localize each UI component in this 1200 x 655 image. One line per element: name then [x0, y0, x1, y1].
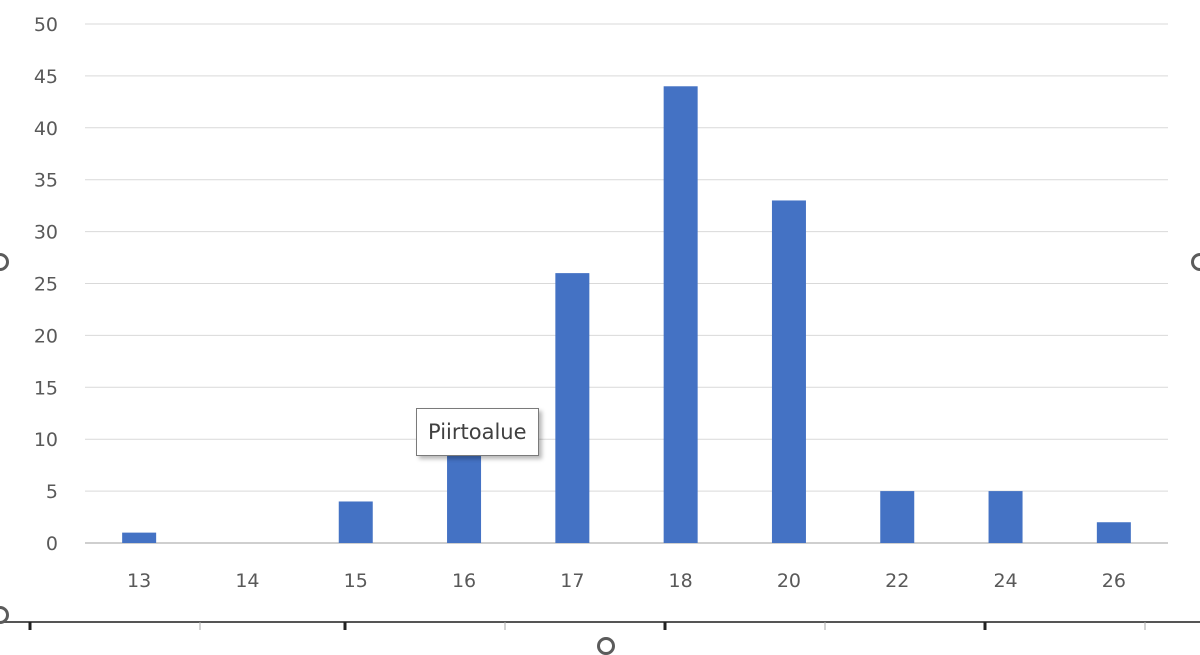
y-tick-label: 40	[34, 118, 58, 140]
x-tick-label: 18	[669, 570, 693, 592]
bar	[880, 491, 915, 543]
x-tick-label: 13	[127, 570, 151, 592]
resize-handle-right[interactable]	[1191, 253, 1200, 271]
bar	[122, 532, 157, 543]
x-tick-label: 26	[1102, 570, 1126, 592]
bar	[338, 501, 373, 543]
y-tick-label: 25	[34, 274, 58, 296]
y-tick-label: 5	[46, 481, 58, 503]
x-tick-label: 20	[777, 570, 801, 592]
x-tick-label: 24	[993, 570, 1017, 592]
bar	[447, 449, 482, 543]
column-chart[interactable]: 0 5 10 15 20 25 30 35 40 45 50 13 14 15 16 17 18 20 22 24 26	[0, 0, 1200, 630]
x-tick-label: 22	[885, 570, 909, 592]
y-tick-label: 15	[34, 377, 58, 399]
y-tick-label: 45	[34, 66, 58, 88]
plot-area-tooltip: Piirtoalue	[416, 408, 539, 456]
x-tick-label: 17	[560, 570, 584, 592]
bar	[988, 491, 1023, 543]
y-tick-label: 20	[34, 325, 58, 347]
bar	[663, 86, 698, 543]
resize-handle-bottom-left[interactable]	[0, 606, 9, 624]
resize-handle-bottom-center[interactable]	[597, 637, 615, 655]
bar	[1096, 522, 1131, 543]
y-tick-label: 10	[34, 429, 58, 451]
x-tick-label: 15	[344, 570, 368, 592]
y-tick-label: 30	[34, 222, 58, 244]
x-tick-label: 14	[235, 570, 259, 592]
y-tick-label: 50	[34, 14, 58, 36]
bar	[555, 273, 590, 543]
y-tick-label: 0	[46, 533, 58, 555]
x-tick-label: 16	[452, 570, 476, 592]
resize-handle-left[interactable]	[0, 253, 9, 271]
y-tick-label: 35	[34, 170, 58, 192]
bar	[771, 200, 806, 543]
